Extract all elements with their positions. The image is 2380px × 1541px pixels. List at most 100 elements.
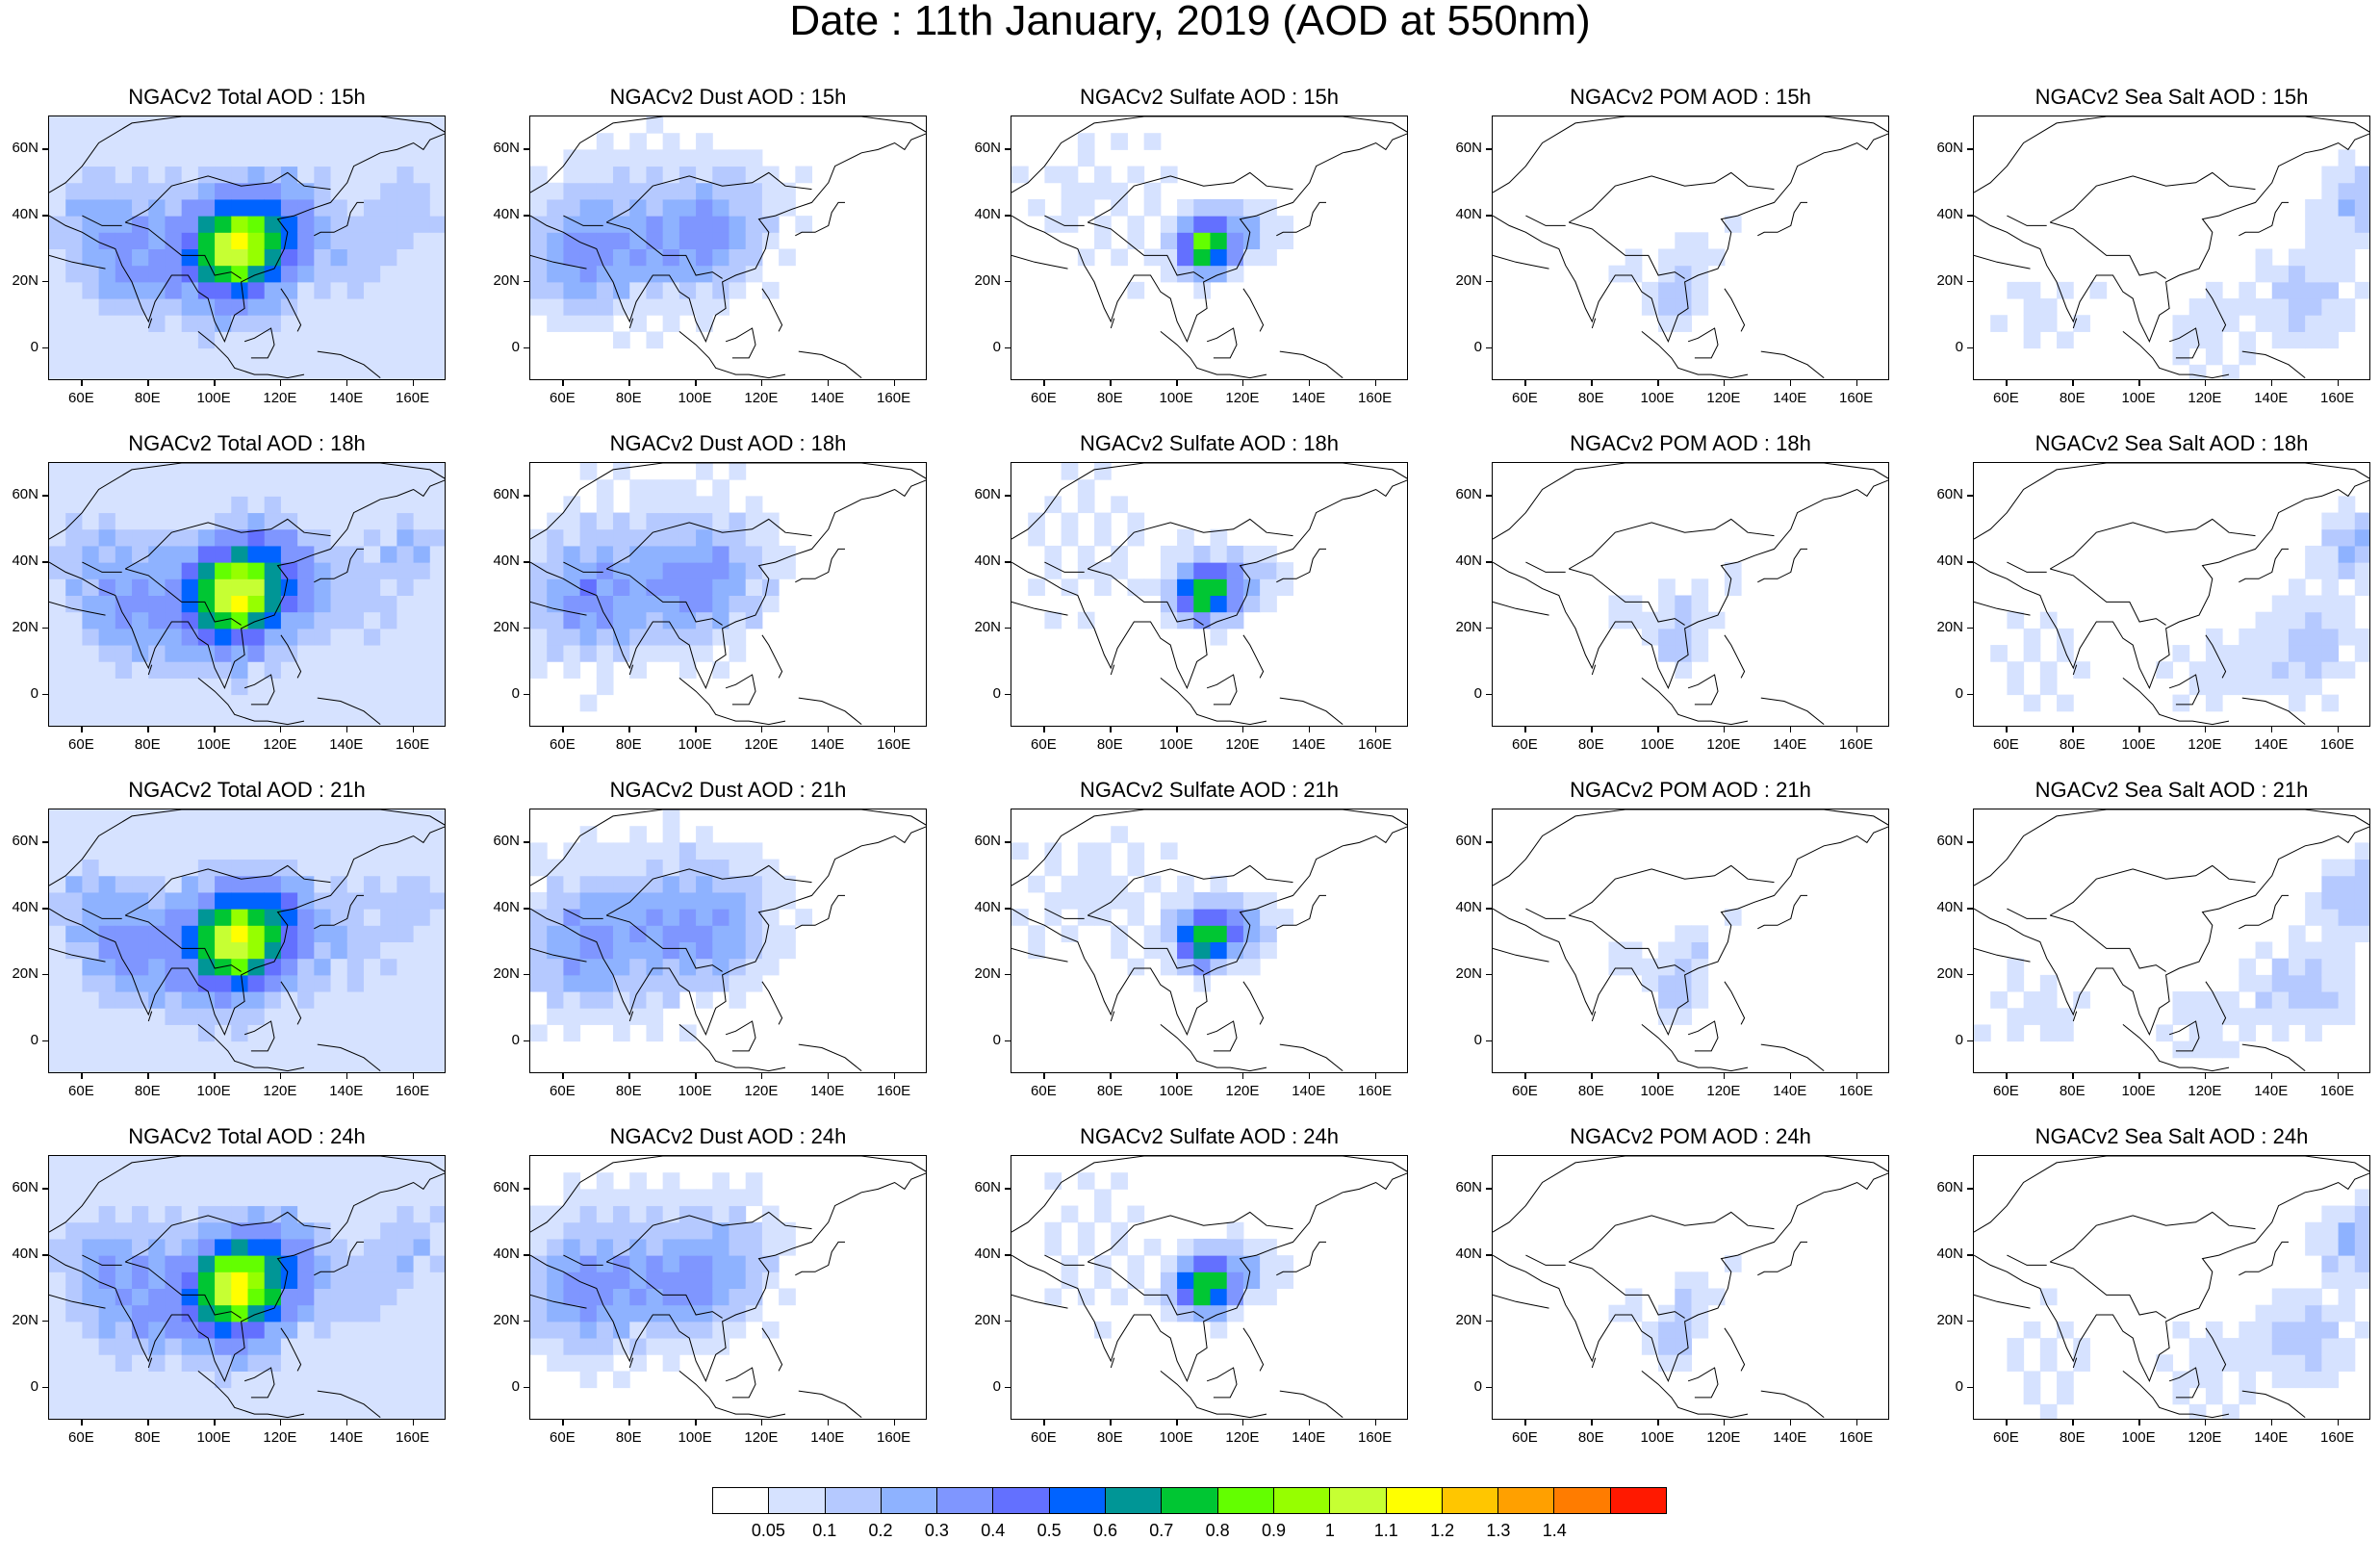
- aod-cell: [264, 1040, 282, 1059]
- aod-cell: [280, 1008, 298, 1025]
- aod-cell: [330, 463, 348, 480]
- aod-cell: [280, 842, 298, 860]
- aod-cell: [181, 298, 199, 316]
- lon-tick-label: 120E: [263, 1429, 297, 1446]
- aod-cell: [330, 1321, 348, 1339]
- colorbar-box: [881, 1488, 938, 1513]
- aod-cell: [132, 232, 149, 249]
- aod-cell: [2338, 991, 2356, 1009]
- aod-cell: [148, 265, 166, 283]
- aod-cell: [165, 281, 183, 299]
- lon-tick-label: 80E: [1577, 1429, 1604, 1446]
- aod-cell: [380, 1189, 397, 1207]
- aod-cell: [1193, 545, 1211, 563]
- aod-cell: [1044, 496, 1062, 514]
- aod-cell: [662, 991, 680, 1009]
- coastline: [314, 201, 364, 237]
- coastline: [1206, 1367, 1238, 1399]
- aod-cell: [696, 842, 713, 860]
- coastline: [2050, 221, 2166, 279]
- coastline: [1011, 116, 1407, 193]
- lon-tick-label: 60E: [68, 1083, 94, 1099]
- aod-cell: [197, 595, 216, 613]
- lon-tick: [1308, 1073, 1311, 1079]
- aod-cell: [696, 281, 713, 299]
- aod-cell: [2023, 1008, 2041, 1025]
- aod-cell: [1111, 941, 1128, 960]
- lon-tick-label: 160E: [1358, 736, 1393, 753]
- aod-cell: [547, 265, 564, 283]
- aod-cell: [280, 578, 298, 596]
- aod-cell: [397, 826, 415, 843]
- coastline: [1044, 1254, 1085, 1266]
- aod-cell: [397, 1304, 415, 1323]
- coastline: [1569, 1261, 1685, 1319]
- aod-cell: [745, 562, 763, 579]
- aod-cell: [696, 216, 713, 233]
- aod-cell: [2255, 941, 2273, 960]
- aod-cell: [662, 265, 680, 283]
- aod-cell: [346, 496, 365, 514]
- aod-cell: [563, 958, 581, 976]
- aod-cell: [413, 1008, 431, 1025]
- aod-cell: [65, 364, 83, 379]
- aod-cell: [1061, 512, 1079, 530]
- aod-cell: [1675, 595, 1692, 613]
- aod-cell: [197, 974, 216, 992]
- lat-tick-label: 0: [511, 684, 520, 702]
- aod-cell: [2271, 661, 2290, 679]
- aod-cell: [729, 463, 747, 480]
- aod-cell: [314, 611, 332, 629]
- aod-cell: [1077, 842, 1095, 860]
- aod-cell: [2321, 528, 2340, 547]
- lon-tick-label: 100E: [196, 736, 231, 753]
- aod-cell: [729, 1288, 747, 1306]
- aod-cell: [1077, 891, 1095, 910]
- aod-cell: [1210, 578, 1228, 596]
- aod-cell: [264, 298, 282, 316]
- colorbar-box: [769, 1488, 826, 1513]
- coastline: [2205, 634, 2227, 679]
- lon-tick: [1308, 1420, 1311, 1425]
- aod-cell: [132, 496, 149, 514]
- lon-tick-label: 160E: [877, 390, 911, 406]
- aod-cell: [1226, 1304, 1244, 1323]
- aod-cell: [779, 925, 796, 942]
- aod-cell: [1242, 545, 1261, 563]
- aod-cell: [1193, 941, 1211, 960]
- lon-tick: [2204, 1073, 2207, 1079]
- aod-cell: [530, 232, 548, 249]
- lon-tick-label: 100E: [196, 1429, 231, 1446]
- aod-cell: [346, 248, 365, 267]
- aod-cell: [49, 1403, 66, 1419]
- aod-cell: [297, 645, 315, 662]
- aod-cell: [148, 528, 166, 547]
- aod-cell: [530, 645, 548, 662]
- aod-cell: [563, 1024, 581, 1042]
- aod-cell: [579, 991, 598, 1009]
- aod-cell: [761, 891, 780, 910]
- aod-cell: [264, 859, 282, 877]
- lon-tick: [2072, 727, 2074, 732]
- aod-cell: [82, 1008, 100, 1025]
- coastline: [2205, 288, 2227, 332]
- aod-cell: [745, 842, 763, 860]
- aod-cell: [1077, 479, 1095, 497]
- lon-tick: [1374, 1073, 1377, 1079]
- aod-cell: [563, 315, 581, 332]
- aod-cell: [1077, 859, 1095, 877]
- aod-cell: [247, 1271, 266, 1289]
- lat-tick: [42, 1386, 48, 1389]
- aod-cell: [2338, 875, 2356, 893]
- aod-cell: [429, 364, 445, 379]
- aod-cell: [346, 628, 365, 646]
- aod-cell: [380, 628, 397, 646]
- aod-cell: [2255, 1304, 2273, 1323]
- aod-cell: [49, 1255, 66, 1272]
- aod-cell: [2321, 331, 2340, 349]
- aod-cell: [98, 941, 116, 960]
- aod-cell: [363, 809, 381, 827]
- aod-cell: [1044, 909, 1062, 926]
- aod-cell: [330, 710, 348, 726]
- aod-cell: [82, 364, 100, 379]
